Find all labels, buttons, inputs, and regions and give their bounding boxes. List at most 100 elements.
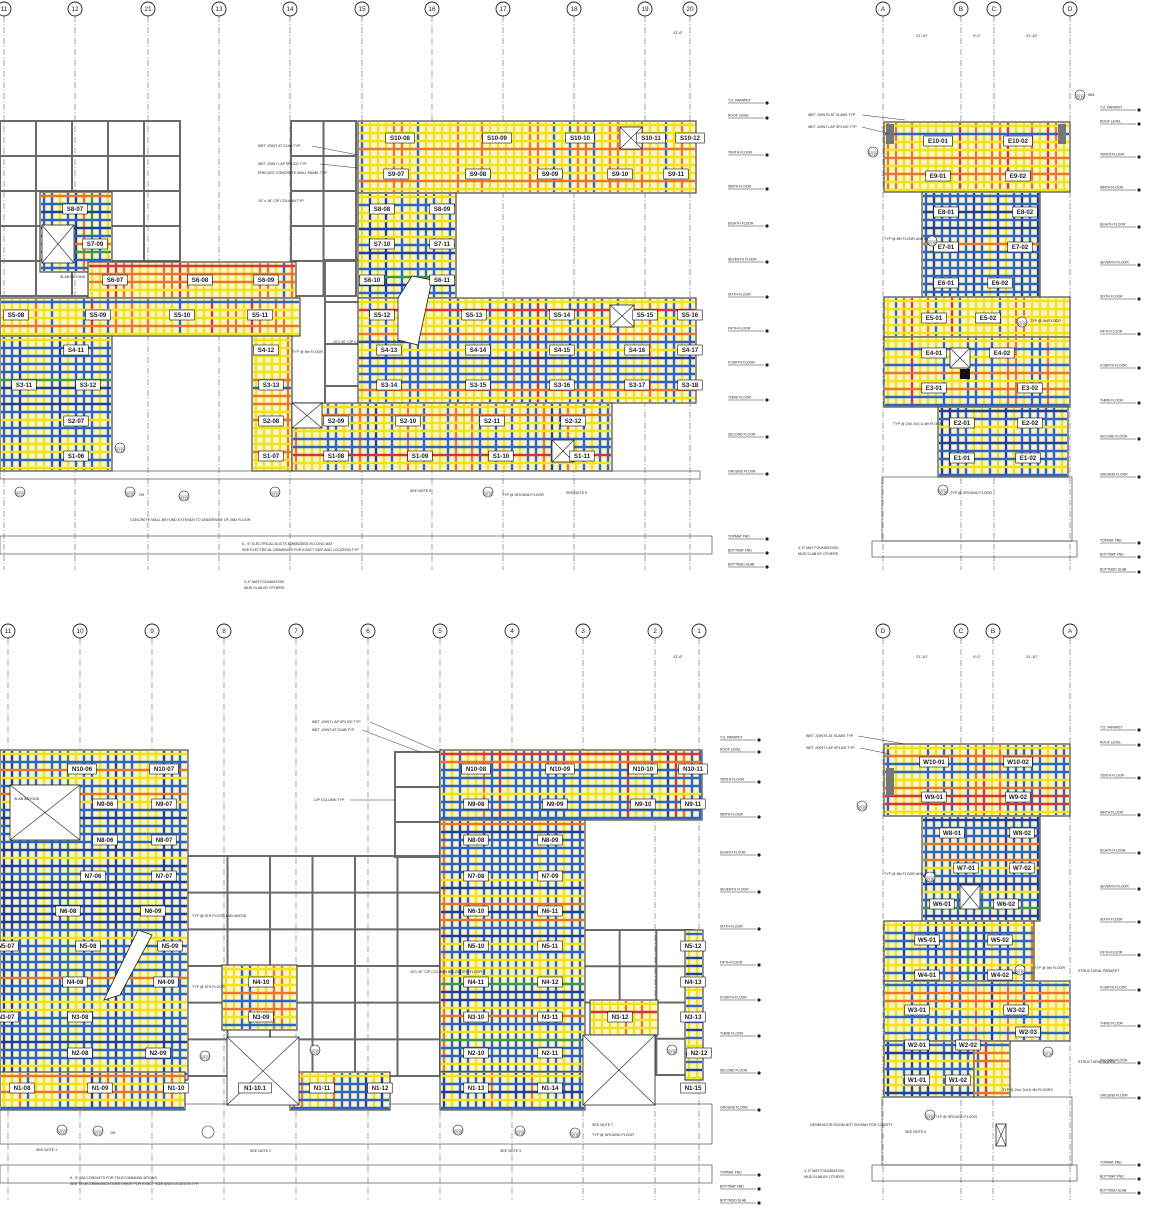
- panel-label: N1-13: [463, 1082, 489, 1094]
- panel-label: S1-07: [258, 450, 284, 462]
- panel-label-box: [914, 969, 940, 981]
- level-target-icon: [765, 537, 769, 541]
- level-name: EIGHTH FLOOR: [728, 222, 754, 226]
- panel-label-text: S5-12: [374, 312, 391, 319]
- level-marker-west: TENTH FLOOR: [1100, 774, 1141, 780]
- panel-label-box: [1003, 756, 1033, 768]
- panel-label-box: [904, 1074, 930, 1086]
- panel-label-text: W2-02: [959, 1042, 978, 1049]
- north-opening-slab-beyond-2-diag-b: [226, 1036, 300, 1106]
- panel-label-box: [933, 241, 959, 253]
- level-target-icon: [1137, 887, 1141, 891]
- panel-label: N9-11: [680, 798, 706, 810]
- south-opening-slab-beyond-diag-b: [41, 224, 75, 264]
- level-target-icon: [757, 1071, 761, 1075]
- panel-label-text: W9-02: [1009, 794, 1028, 801]
- panel-label-box: [367, 1082, 393, 1094]
- panel-label: S7-09: [82, 238, 108, 250]
- level-marker-north: TENTH FLOOR: [720, 778, 761, 784]
- panel-label: N1-11: [309, 1082, 335, 1094]
- panel-label-text: N1-15: [685, 1085, 702, 1092]
- west-opening-diag-b: [959, 884, 981, 910]
- level-marker-west: GROUND FLOOR: [1100, 1094, 1141, 1100]
- grid-bubble-label: 9: [150, 628, 154, 635]
- level-name: FOURTH FLOOR: [1100, 986, 1127, 990]
- panel-label-text: S3-18: [682, 382, 699, 389]
- level-target-icon: [765, 224, 769, 228]
- panel-label: S1-06: [63, 450, 89, 462]
- panel-label: W2-02: [955, 1039, 981, 1051]
- level-name: GROUND FLOOR: [728, 470, 756, 474]
- panel-label-box: [149, 763, 179, 775]
- panel-label: W1-01: [904, 1074, 930, 1086]
- detail-tag: S3.32: [114, 442, 126, 454]
- panel-label-text: S9-10: [612, 171, 629, 178]
- panel-label: W9-02: [1005, 791, 1031, 803]
- panel-label-text: N3-12: [612, 1014, 629, 1021]
- note-text: SEE NOTE 3: [500, 1149, 521, 1153]
- panel-label-box: [369, 203, 395, 215]
- panel-label-text: S9-09: [542, 171, 559, 178]
- grid-bubble-label: 17: [499, 6, 507, 13]
- level-marker-east: TOPMAT FND: [1100, 539, 1141, 545]
- grid-bubble: 2: [647, 623, 663, 639]
- panel-label: E4-01: [921, 347, 947, 359]
- note-text: TYP @ 2nd, 3rd, & 4th FLOOR: [893, 422, 943, 426]
- detail-tag-sheet: S3.33: [858, 806, 867, 810]
- panel-label-text: N1-11: [314, 1085, 331, 1092]
- panel-label: N10-11: [678, 763, 708, 775]
- panel-label-box: [465, 379, 491, 391]
- grid-bubble-label: B: [991, 628, 995, 635]
- grid-bubble-label: 21: [144, 6, 152, 13]
- panel-label: N9-07: [151, 798, 177, 810]
- detail-tag: S3.33: [178, 490, 190, 502]
- level-name: SIXTH FLOOR: [1100, 295, 1123, 299]
- grid-bubble-circle: [985, 623, 1001, 639]
- level-target-icon: [1137, 108, 1141, 112]
- panel-label-box: [607, 168, 633, 180]
- level-name: THIRD FLOOR: [1100, 399, 1124, 403]
- note-text: 6 - 5" ELECTRICAL DUCTS EMBEDDED IN CONC…: [242, 542, 334, 546]
- panel-label-text: S8-08: [374, 206, 391, 213]
- level-name: EIGHTH FLOOR: [720, 851, 746, 855]
- panel-label-box: [429, 274, 455, 286]
- detail-tag-sheet: S3.34: [1044, 1052, 1053, 1056]
- panel-label: W9-01: [921, 791, 947, 803]
- panel-label: S6-09: [253, 274, 279, 286]
- grid-bubble-label: 4: [510, 628, 514, 635]
- panel-label-box: [975, 312, 1001, 324]
- level-marker-south: TOPMAT FND: [728, 535, 769, 541]
- leader-line: [861, 114, 906, 121]
- grid-bubble-circle: [432, 623, 448, 639]
- panel-label-box: [92, 834, 118, 846]
- panel-label-text: N1-12: [372, 1085, 389, 1092]
- level-marker-south: FOURTH FLOOR: [728, 361, 769, 367]
- level-target-icon: [1137, 225, 1141, 229]
- level-marker-west: BOTTMUD SLAB: [1100, 1189, 1141, 1195]
- panel-label-box: [85, 309, 111, 321]
- panel-label-box: [102, 274, 128, 286]
- panel-label: E7-01: [933, 241, 959, 253]
- panel-label-text: S7-10: [374, 241, 391, 248]
- detail-tag-sheet: S3.31: [58, 1130, 67, 1134]
- level-target-icon: [1137, 920, 1141, 924]
- panel-label-text: W2-03: [1019, 1029, 1038, 1036]
- panel-label-text: N7-09: [542, 873, 559, 880]
- panel-label-box: [247, 309, 273, 321]
- north-panels-ground-mid: [289, 1071, 391, 1111]
- west-panels-top: [883, 743, 1071, 817]
- panel-label-text: S2-10: [400, 418, 417, 425]
- panel-label-box: [549, 379, 575, 391]
- grid-bubble-label: 13: [215, 6, 223, 13]
- level-marker-north: ROOF LEVEL: [720, 748, 761, 754]
- panel-label-box: [63, 344, 89, 356]
- detail-tag-sheet: S3.30: [668, 1050, 677, 1054]
- panel-label: N8-08: [463, 834, 489, 846]
- panel-label: S4-17: [677, 344, 703, 356]
- note-text: SEE TELECOMMUNICATIONS DWGS FOR EXACT SI…: [70, 1182, 199, 1186]
- panel-label-text: S7-11: [434, 241, 451, 248]
- panel-label-text: N1-13: [468, 1085, 485, 1092]
- west-panels-bottom-right: [973, 1040, 1011, 1098]
- grid-bubble: 11: [0, 1, 12, 17]
- panel-label: N1-10.1: [238, 1082, 272, 1094]
